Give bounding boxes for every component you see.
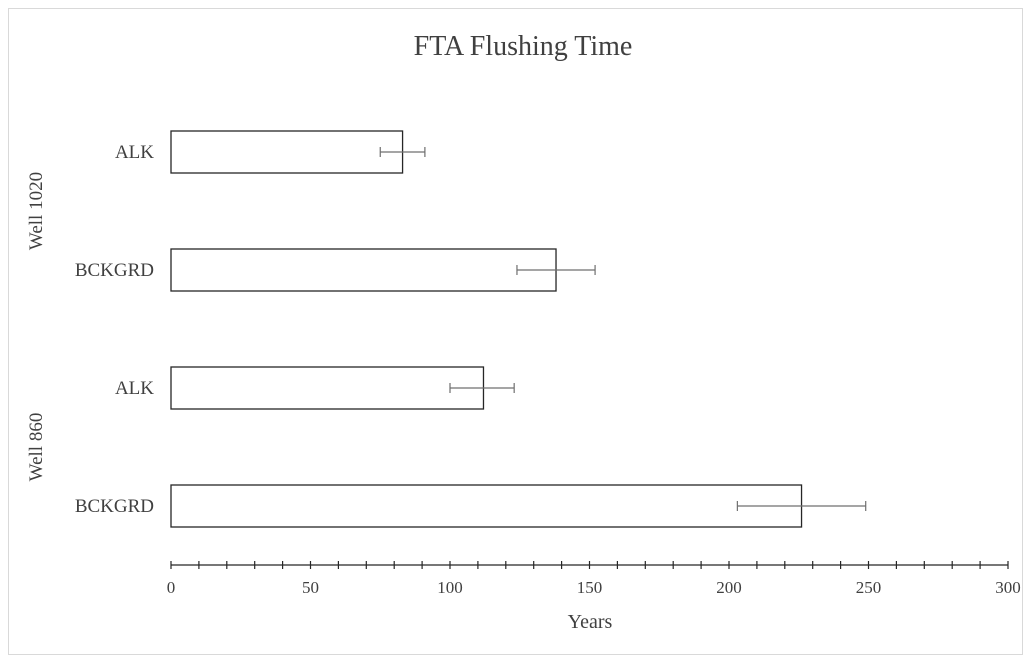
category-label: ALK xyxy=(115,378,154,399)
group-label: Well 860 xyxy=(26,413,47,482)
x-axis-label: Years xyxy=(568,611,613,633)
category-label: BCKGRD xyxy=(75,496,154,517)
bar-2-1 xyxy=(170,366,485,410)
group-labels: Well 1020 Well 860 xyxy=(26,172,47,481)
bar-2-2 xyxy=(170,484,803,528)
x-tick-label: 300 xyxy=(995,578,1021,597)
error-bar-2-1 xyxy=(449,383,515,393)
category-labels: ALK BCKGRD ALK BCKGRD xyxy=(75,142,154,517)
error-bars-layer xyxy=(379,147,867,511)
error-bar-1-1 xyxy=(379,147,426,157)
chart-title: FTA Flushing Time xyxy=(414,31,633,62)
x-axis: 0 50 100 150 200 250 300 xyxy=(167,561,1021,597)
chart-frame xyxy=(8,8,1023,655)
bars-layer xyxy=(170,130,803,528)
x-tick-label: 250 xyxy=(856,578,882,597)
bar-1-2 xyxy=(170,248,557,292)
error-bar-1-2 xyxy=(516,265,596,275)
bar-1-1 xyxy=(170,130,404,174)
x-tick-label: 200 xyxy=(716,578,742,597)
category-label: BCKGRD xyxy=(75,260,154,281)
x-tick-label: 100 xyxy=(437,578,463,597)
error-bar-2-2 xyxy=(736,501,867,511)
group-label: Well 1020 xyxy=(26,172,47,250)
x-tick-label: 150 xyxy=(577,578,603,597)
x-tick-label: 0 xyxy=(167,578,176,597)
category-label: ALK xyxy=(115,142,154,163)
x-tick-label: 50 xyxy=(302,578,319,597)
